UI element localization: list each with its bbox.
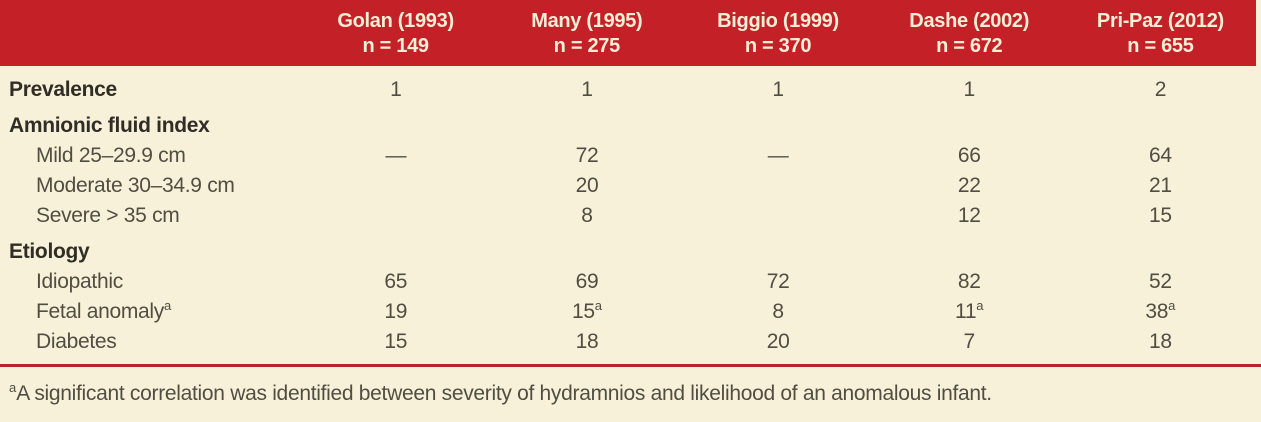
cell-value: [683, 171, 874, 201]
table-row-fetal-anomaly: Fetal anomalya 19 15a 8 11a 38a: [0, 297, 1256, 327]
cell-value: 19: [384, 300, 408, 323]
footnote-marker: a: [9, 380, 17, 395]
column-header-dashe: Dashe (2002) n = 672: [874, 0, 1065, 66]
table-body: Prevalence 1 1 1 1 2 Amnionic fluid inde…: [0, 66, 1256, 357]
row-label: Mild 25–29.9 cm: [36, 144, 186, 167]
row-label: Idiopathic: [36, 270, 123, 293]
column-header-pripaz: Pri-Paz (2012) n = 655: [1065, 0, 1256, 66]
table-row-diabetes: Diabetes 15 18 20 7 18: [0, 327, 1256, 357]
table-row-prevalence: Prevalence 1 1 1 1 2: [0, 66, 1256, 105]
cell-value: 52: [1149, 270, 1172, 293]
sample-size: n = 672: [936, 35, 1003, 57]
cell-value: 7: [963, 330, 976, 353]
sample-size: n = 149: [362, 35, 429, 57]
cell-value: 65: [384, 270, 408, 293]
study-name: Golan (1993): [337, 10, 454, 32]
table-row-idiopathic: Idiopathic 65 69 72 82 52: [0, 267, 1256, 297]
cell-value: [300, 201, 491, 231]
cell-value: 1: [963, 78, 976, 101]
cell-value: 69: [575, 270, 599, 293]
footnote-marker: a: [164, 298, 172, 313]
cell-value: 21: [1149, 174, 1172, 197]
cell-value: 12: [957, 204, 981, 227]
section-label: Etiology: [9, 240, 90, 263]
row-label: Severe > 35 cm: [36, 204, 180, 227]
row-label: Fetal anomaly: [36, 300, 164, 323]
cell-value: 8: [581, 204, 593, 227]
cell-value: —: [385, 144, 407, 167]
study-name: Dashe (2002): [909, 10, 1030, 32]
cell-value: 66: [957, 144, 981, 167]
cell-value: 15: [384, 330, 408, 353]
cell-value: 1: [772, 78, 784, 101]
table-row-mild: Mild 25–29.9 cm — 72 — 66 64: [0, 141, 1256, 171]
column-header-golan: Golan (1993) n = 149: [300, 0, 491, 66]
row-label: Prevalence: [9, 78, 117, 101]
column-header-biggio: Biggio (1999) n = 370: [682, 0, 873, 66]
cell-value: [683, 201, 874, 231]
sample-size: n = 370: [744, 35, 812, 57]
footnote-marker: a: [976, 298, 984, 313]
cell-value: 18: [575, 330, 599, 353]
cell-value: 1: [581, 78, 593, 101]
cell-value: [300, 171, 491, 201]
footnote-text: A significant correlation was identified…: [16, 382, 992, 405]
table-row-severe: Severe > 35 cm 8 12 15: [0, 201, 1256, 231]
cell-value: 72: [766, 270, 790, 293]
cell-value: 11: [955, 300, 977, 323]
footer-red-rule: [0, 364, 1261, 367]
footnote-marker: a: [594, 298, 602, 313]
cell-value: 22: [957, 174, 981, 197]
study-name: Pri-Paz (2012): [1096, 10, 1224, 32]
cell-value: 20: [575, 174, 599, 197]
sample-size: n = 655: [1127, 35, 1194, 57]
study-name: Many (1995): [531, 10, 643, 32]
section-label: Amnionic fluid index: [9, 114, 210, 137]
cell-value: 72: [575, 144, 599, 167]
cell-value: 15: [571, 300, 595, 323]
row-label: Moderate 30–34.9 cm: [36, 174, 235, 197]
cell-value: —: [767, 144, 789, 167]
cell-value: 15: [1149, 204, 1172, 227]
cell-value: 8: [772, 300, 784, 323]
column-header-many: Many (1995) n = 275: [491, 0, 682, 66]
table-row-amnionic-fluid-index: Amnionic fluid index: [0, 105, 1256, 141]
table-row-etiology: Etiology: [0, 231, 1256, 267]
study-name: Biggio (1999): [717, 10, 839, 32]
header-label-spacer: [0, 0, 300, 66]
table-header-row: Golan (1993) n = 149 Many (1995) n = 275…: [0, 0, 1256, 66]
table-row-moderate: Moderate 30–34.9 cm 20 22 21: [0, 171, 1256, 201]
cell-value: 64: [1149, 144, 1172, 167]
sample-size: n = 275: [553, 35, 621, 57]
cell-value: 20: [766, 330, 790, 353]
cell-value: 2: [1154, 78, 1167, 101]
cell-value: 38: [1145, 300, 1169, 323]
row-label: Diabetes: [36, 330, 117, 353]
footnote-marker: a: [1168, 298, 1176, 313]
table-footnote: aA significant correlation was identifie…: [9, 380, 1249, 406]
cell-value: 82: [957, 270, 981, 293]
cell-value: 18: [1149, 330, 1172, 353]
cell-value: 1: [390, 78, 402, 101]
